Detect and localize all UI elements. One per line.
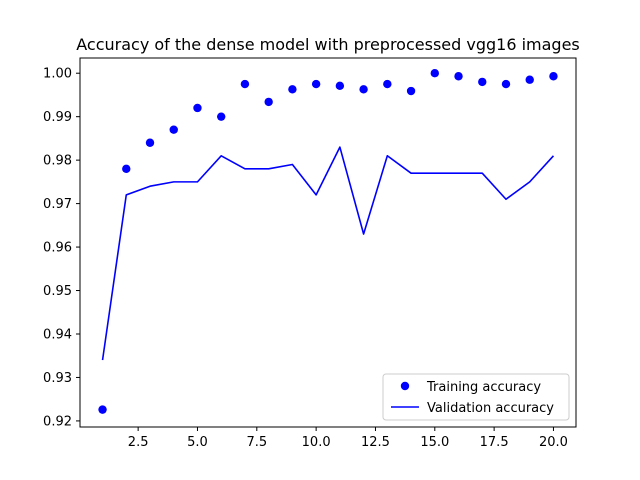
y-tick-label: 0.92 [43,414,72,429]
training-point-5 [193,103,202,113]
y-tick-label: 0.95 [43,284,72,299]
y-tick-label: 0.97 [43,197,72,212]
training-point-6 [217,112,226,121]
plot-frame [79,57,577,428]
x-tick-label: 2.5 [128,435,149,450]
x-tick-label: 7.5 [246,435,267,450]
training-point-19 [525,75,534,84]
axes: 2.5 5.0 7.5 10.0 12.5 15.0 17.5 20.0 0.92 0.93 0.9… [43,57,577,450]
x-tick-label: 20.0 [539,435,568,450]
chart-title: Accuracy of the dense model with preproc… [76,35,580,54]
legend-box [382,373,570,421]
training-point-11 [335,81,345,91]
training-point-7 [240,79,250,89]
training-point-13 [383,79,392,89]
y-tick-label: 0.98 [43,154,72,169]
x-tick-label: 12.5 [361,435,390,450]
training-point-8 [264,97,273,107]
y-tick-label: 0.93 [43,371,72,386]
x-tick-label: 5.0 [187,435,208,450]
legend-label-validation: Validation accuracy [427,401,554,416]
x-tick-label: 15.0 [420,435,449,450]
training-point-3 [145,138,155,147]
training-point-4 [169,125,178,134]
training-point-10 [311,79,321,89]
legend-marker-training [400,381,410,391]
training-point-18 [501,79,511,89]
training-point-12 [359,85,368,94]
legend-label-training: Training accuracy [426,380,541,395]
x-tick-label: 10.0 [302,435,331,450]
training-point-16 [454,72,463,81]
legend: Training accuracy Validation accuracy [382,373,570,421]
training-point-17 [478,77,487,87]
y-tick-label: 0.96 [43,241,72,256]
x-tick-label: 17.5 [480,435,509,450]
y-tick-label: 1.00 [43,67,72,82]
plot-area [98,69,558,414]
training-point-15 [430,69,439,78]
training-point-14 [406,86,416,96]
training-point-1 [98,405,107,414]
training-point-2 [122,164,131,174]
y-tick-label: 0.99 [43,110,72,125]
series-line-validation-accuracy [101,146,555,361]
y-tick-label: 0.94 [43,327,72,342]
training-point-9 [288,85,297,94]
training-point-20 [549,72,558,81]
